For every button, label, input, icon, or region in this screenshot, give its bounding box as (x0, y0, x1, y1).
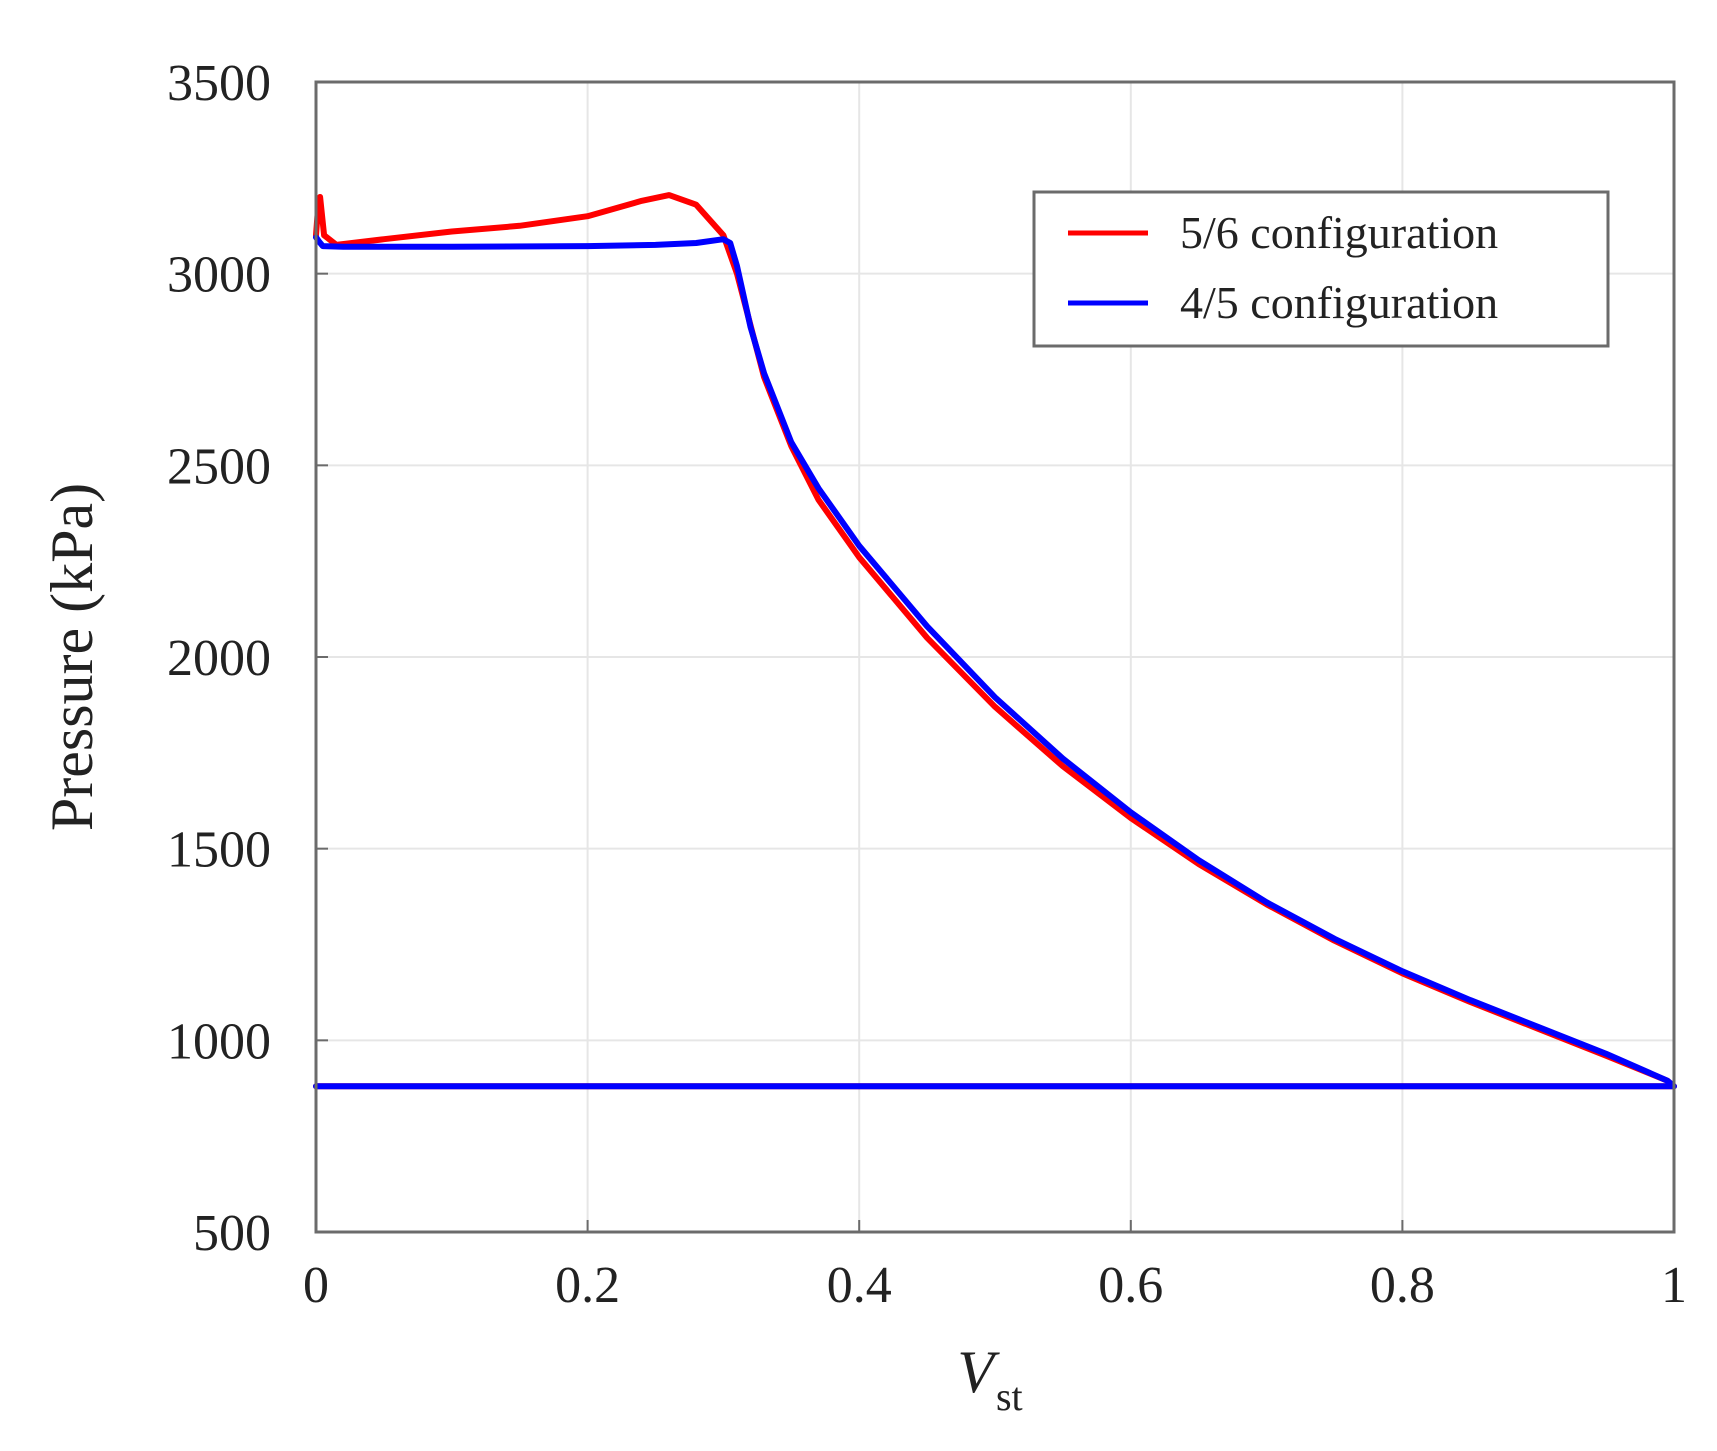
y-axis-title: Pressure (kPa) (39, 483, 105, 831)
series-layer (313, 192, 1677, 1090)
x-axis-ticks: 0 0.2 0.4 0.6 0.8 1 (303, 1220, 1687, 1314)
y-tick-label-6: 3500 (167, 55, 271, 112)
x-tick-label-0: 0 (303, 1257, 329, 1314)
y-tick-label-4: 2500 (167, 438, 271, 495)
legend-label-5-6-configuration: 5/6 configuration (1180, 207, 1498, 258)
y-axis-ticks: 500 1000 1500 2000 2500 3000 3500 (167, 55, 328, 1262)
legend: 5/6 configuration 4/5 configuration (1032, 190, 1610, 348)
legend-label-4-5-configuration: 4/5 configuration (1180, 277, 1498, 328)
y-tick-label-0: 500 (193, 1205, 271, 1262)
x-tick-label-1: 0.2 (555, 1257, 620, 1314)
x-tick-label-3: 0.6 (1098, 1257, 1163, 1314)
y-tick-label-5: 3000 (167, 247, 271, 304)
x-tick-label-4: 0.8 (1370, 1257, 1435, 1314)
y-tick-label-2: 1500 (167, 822, 271, 879)
x-axis-title-subscript: st (996, 1374, 1023, 1419)
x-axis-title: Vst (957, 1339, 1022, 1419)
x-tick-label-2: 0.4 (827, 1257, 892, 1314)
x-axis-title-main: V (957, 1339, 1000, 1405)
legend-box (1032, 190, 1610, 348)
series-line-4-5-configuration (313, 234, 1677, 1090)
y-tick-label-1: 1000 (167, 1013, 271, 1070)
x-tick-label-5: 1 (1661, 1257, 1687, 1314)
y-tick-label-3: 2000 (167, 630, 271, 687)
